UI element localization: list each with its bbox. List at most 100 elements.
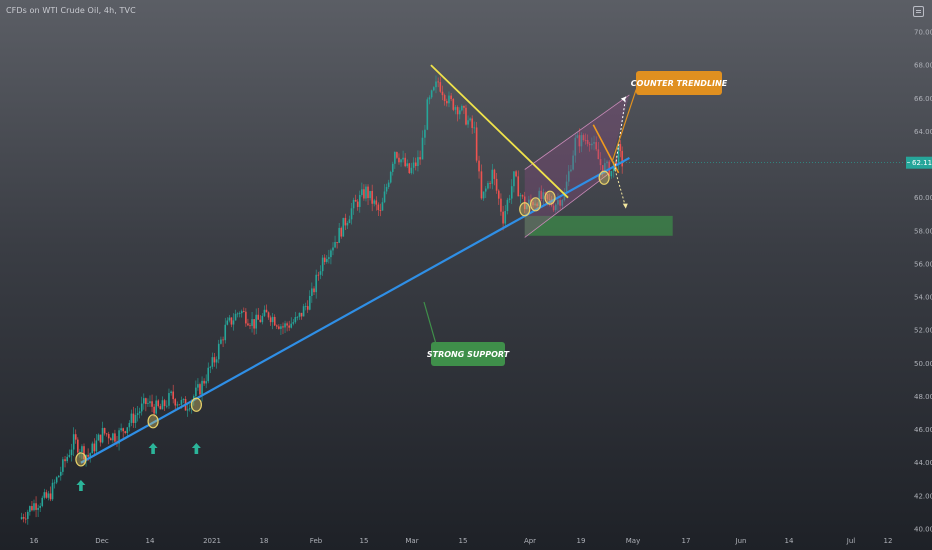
candle-body [57, 475, 60, 478]
time-axis-tick: Feb [310, 537, 323, 545]
candle-body [404, 157, 406, 167]
candle-body [325, 258, 328, 262]
time-axis-tick: Apr [524, 537, 536, 545]
price-axis-tick: 58.00 [914, 227, 932, 235]
candle-body [263, 309, 266, 316]
candle-body [544, 192, 547, 195]
candle-body [31, 506, 33, 511]
candle-body [567, 171, 570, 182]
candle-body [247, 323, 249, 326]
candle-body [267, 312, 270, 318]
candle-body [586, 140, 589, 144]
candle-body [217, 343, 220, 360]
candle-body [456, 107, 459, 115]
candle-body [201, 380, 203, 395]
candle-body [361, 189, 363, 195]
candle-body [161, 400, 164, 410]
candle-body [306, 306, 309, 310]
time-axis-tick: 12 [884, 537, 893, 545]
candle-body [79, 451, 81, 453]
channel-lower-line [524, 174, 608, 238]
candle-body [43, 492, 46, 498]
projection-down-arrowhead [622, 203, 628, 209]
candle-body [471, 118, 473, 128]
candle-body [182, 399, 185, 400]
candle-body [515, 171, 517, 177]
candle-body [352, 199, 355, 209]
candle-body [467, 120, 469, 125]
time-axis-tick: 14 [785, 537, 794, 545]
candle-body [517, 176, 520, 197]
candle-body [574, 137, 577, 156]
candle-body [548, 198, 551, 200]
candle-body [495, 178, 498, 191]
up-arrow-shape [76, 480, 86, 491]
candle-body [74, 434, 77, 440]
touch-point-circle [75, 452, 87, 467]
candle-body [489, 183, 491, 184]
candle-body [120, 428, 122, 431]
candle-body [350, 208, 353, 220]
candle-body [619, 144, 622, 151]
candle-body [500, 198, 502, 212]
candle-body [62, 459, 64, 472]
candle-body [87, 454, 89, 457]
candle-body [593, 142, 595, 144]
candle-body [230, 317, 233, 325]
candle-body [140, 403, 143, 412]
candle-body [180, 399, 183, 405]
candle-body [60, 471, 62, 476]
candle-body [526, 204, 528, 210]
candle-body [348, 219, 351, 223]
candle-body [552, 205, 555, 211]
candle-body [576, 135, 579, 138]
touch-point-circle [147, 414, 159, 429]
candle-body [47, 493, 50, 498]
candle-body [595, 142, 597, 150]
candle-body [446, 101, 448, 104]
candle-body [178, 404, 181, 406]
candle-body [391, 163, 394, 172]
candle-body [282, 326, 284, 328]
time-axis-tick: May [626, 537, 640, 545]
time-axis-tick: Jul [846, 537, 856, 545]
candle-body [400, 159, 402, 163]
candle-body [487, 183, 489, 189]
candle-body [99, 434, 102, 443]
candle-body [83, 446, 85, 460]
settings-icon[interactable] [913, 6, 924, 17]
candle-body [491, 169, 494, 184]
candle-body [319, 271, 322, 275]
resistance-trendline [430, 64, 569, 199]
touch-point-circle [190, 397, 202, 412]
candle-body [410, 167, 413, 174]
candle-body [439, 82, 442, 92]
candle-body [389, 171, 392, 183]
candle-body [203, 380, 205, 384]
candle-body [480, 171, 483, 199]
candle-body [433, 87, 435, 91]
candle-body [424, 129, 426, 138]
candle-body [275, 325, 278, 327]
candle-body [561, 200, 564, 206]
candle-body [454, 107, 457, 110]
candle-body [134, 414, 137, 423]
candle-body [280, 326, 282, 329]
candle-body [251, 319, 253, 326]
candle-body [469, 118, 471, 121]
candle-body [39, 505, 41, 508]
up-arrow-icon [191, 443, 201, 454]
candle-body [321, 257, 324, 272]
candle-body [68, 455, 71, 457]
candle-body [302, 306, 305, 317]
price-axis-tick: 56.00 [914, 260, 932, 268]
candle-body [387, 182, 390, 188]
candle-body [554, 204, 557, 211]
candle-body [435, 81, 437, 88]
candle-body [213, 357, 216, 363]
touch-point-circle [519, 202, 531, 217]
candle-body [35, 503, 37, 510]
projection-up-arrowhead [620, 96, 626, 102]
candle-body [542, 192, 545, 199]
